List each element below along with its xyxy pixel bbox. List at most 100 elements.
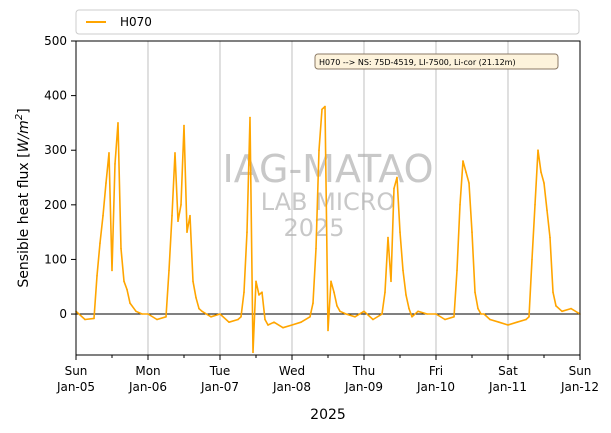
data-point	[261, 291, 263, 294]
data-point	[117, 122, 119, 124]
data-point	[324, 105, 326, 108]
data-point	[135, 310, 137, 313]
x-tick-label-day: Sun	[65, 364, 88, 378]
watermark-line-2: LAB MICRO	[261, 188, 396, 216]
data-point	[465, 171, 467, 173]
data-point	[273, 321, 275, 324]
y-tick-label: 400	[44, 89, 67, 103]
data-point	[321, 108, 323, 111]
data-point	[174, 152, 176, 154]
data-point	[315, 247, 317, 250]
data-point	[570, 307, 572, 310]
data-point	[471, 231, 473, 233]
data-point	[129, 302, 131, 304]
data-point	[108, 152, 110, 154]
data-point	[243, 291, 245, 294]
data-point	[240, 316, 242, 318]
data-point	[99, 242, 101, 244]
annotation: H070 --> NS: 75D-4519, LI-7500, Li-cor (…	[314, 53, 559, 70]
data-point	[399, 231, 401, 233]
data-point	[363, 310, 365, 313]
data-point	[543, 182, 545, 184]
x-tick-label-day: Sun	[569, 364, 592, 378]
data-point	[336, 305, 338, 307]
x-tick-label-date: Jan-07	[200, 380, 239, 394]
x-tick-label-day: Thu	[352, 364, 376, 378]
x-axis-title: 2025	[310, 407, 346, 423]
data-point	[393, 187, 395, 190]
data-point	[531, 258, 533, 261]
data-point	[198, 307, 200, 310]
data-point	[402, 269, 404, 272]
x-tick-label-date: Jan-11	[488, 380, 527, 394]
data-point	[477, 307, 479, 310]
data-point	[390, 280, 392, 283]
data-point	[540, 171, 542, 173]
data-point	[333, 291, 335, 294]
data-point	[327, 329, 329, 332]
x-tick-label-day: Fri	[429, 364, 443, 378]
data-point	[498, 321, 500, 324]
data-point	[186, 231, 188, 233]
data-point	[552, 291, 554, 294]
x-tick-label-date: Jan-06	[128, 380, 167, 394]
data-point	[141, 313, 143, 315]
data-point	[264, 318, 266, 321]
data-point	[300, 321, 302, 324]
data-point	[267, 324, 269, 326]
x-tick-label-date: Jan-10	[416, 380, 455, 394]
x-tick-label-day: Mon	[135, 364, 160, 378]
data-point	[507, 324, 509, 326]
data-point	[93, 317, 95, 320]
data-point	[537, 149, 539, 151]
x-tick-label-day: Wed	[279, 364, 305, 378]
data-point	[426, 313, 428, 315]
data-point	[474, 291, 476, 294]
data-point	[237, 318, 239, 321]
y-tick-label: 0	[59, 307, 67, 321]
data-point	[546, 209, 548, 212]
legend-label-H070: H070	[120, 15, 152, 29]
data-point	[525, 318, 527, 321]
data-point	[246, 231, 248, 233]
data-point	[384, 291, 386, 294]
x-tick-label-date: Jan-08	[272, 380, 311, 394]
data-point	[480, 313, 482, 315]
data-point	[168, 269, 170, 272]
data-point	[456, 269, 458, 272]
x-tick-label-day: Sat	[498, 364, 518, 378]
data-point	[372, 318, 374, 321]
watermark: IAG-MATAO LAB MICRO 2025	[222, 147, 433, 242]
data-point	[405, 294, 407, 296]
data-point	[561, 310, 563, 313]
data-point	[126, 288, 128, 291]
watermark-line-3: 2025	[283, 214, 344, 242]
x-tick-label-date: Jan-12	[560, 380, 599, 394]
data-point	[252, 351, 254, 354]
data-point	[444, 318, 446, 321]
x-tick-label-date: Jan-09	[344, 380, 383, 394]
data-point	[291, 324, 293, 326]
data-point	[114, 163, 116, 165]
data-point	[381, 313, 383, 315]
data-point	[462, 160, 464, 162]
x-axis: Sun Jan-05 Mon Jan-06 Tue Jan-07 Wed Jan-08 Thu J…	[56, 355, 599, 394]
data-point	[177, 220, 179, 222]
data-point	[249, 116, 251, 119]
data-point	[396, 176, 398, 179]
data-point	[387, 236, 389, 239]
x-tick-label-date: Jan-05	[56, 380, 95, 394]
data-point	[516, 321, 518, 324]
data-point	[84, 318, 86, 321]
data-point	[312, 302, 314, 304]
data-point	[258, 294, 260, 296]
data-point	[339, 310, 341, 313]
x-tick-label-day: Tue	[209, 364, 231, 378]
data-point	[549, 236, 551, 239]
data-point	[201, 310, 203, 313]
data-point	[219, 313, 221, 315]
data-point	[555, 305, 557, 307]
y-tick-label: 100	[44, 252, 67, 266]
data-point	[120, 247, 122, 250]
